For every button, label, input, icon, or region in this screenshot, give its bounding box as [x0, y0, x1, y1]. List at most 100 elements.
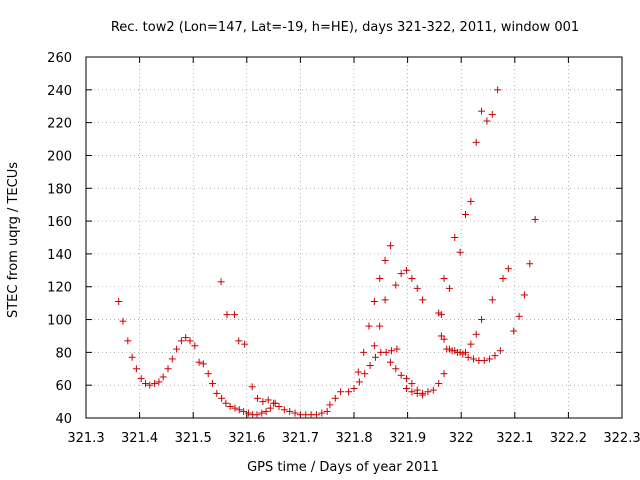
data-point — [241, 340, 249, 348]
data-point — [424, 388, 432, 396]
data-points — [115, 86, 539, 419]
data-point — [419, 391, 427, 399]
data-point — [381, 256, 389, 264]
tick-labels: 321.3 321.4 321.5 321.6 321.7 321.8 321.9 322 32… — [47, 51, 640, 446]
data-point — [435, 380, 443, 388]
data-point — [173, 345, 181, 353]
data-point — [413, 284, 421, 292]
data-point — [270, 399, 278, 407]
data-point — [451, 347, 459, 355]
data-point — [397, 371, 405, 379]
data-point — [186, 337, 194, 345]
y-tick-label: 200 — [47, 149, 72, 164]
data-point — [397, 270, 405, 278]
data-point — [451, 234, 459, 241]
data-point — [478, 316, 486, 324]
data-point — [223, 311, 231, 319]
data-point — [119, 317, 127, 325]
data-point — [128, 353, 136, 361]
data-point — [461, 211, 469, 219]
plot-frame — [85, 56, 623, 419]
data-point — [345, 388, 353, 396]
data-point — [461, 348, 469, 356]
data-point — [526, 260, 534, 268]
x-tick-label: 321.6 — [228, 431, 265, 446]
data-point — [155, 378, 163, 386]
data-point — [403, 375, 411, 383]
y-tick-label: 140 — [47, 248, 72, 263]
data-point — [137, 375, 145, 383]
data-point — [366, 361, 374, 369]
y-tick-label: 220 — [47, 117, 72, 132]
data-point — [408, 388, 416, 396]
data-point — [275, 403, 283, 411]
y-axis-label: STEC from uqrg / TECUs — [6, 162, 21, 318]
data-point — [488, 296, 496, 304]
data-point — [496, 347, 504, 355]
y-tick-label: 100 — [47, 314, 72, 329]
data-point — [280, 406, 288, 414]
x-tick-label: 321.9 — [389, 431, 426, 446]
data-point — [132, 365, 140, 373]
data-point — [326, 401, 334, 409]
data-point — [244, 409, 252, 417]
data-point — [370, 342, 378, 350]
x-tick-label: 321.8 — [335, 431, 372, 446]
grid-lines — [86, 57, 622, 418]
data-point — [361, 370, 369, 378]
data-point — [376, 322, 384, 330]
data-point — [235, 406, 243, 414]
data-point — [472, 138, 480, 146]
data-point — [440, 275, 448, 283]
data-point — [240, 407, 248, 415]
data-point — [266, 404, 274, 412]
data-point — [115, 297, 123, 305]
data-point — [520, 291, 528, 299]
data-point — [440, 370, 448, 378]
x-axis-label: GPS time / Days of year 2011 — [247, 460, 439, 475]
y-tick-label: 120 — [47, 281, 72, 296]
data-point — [235, 337, 243, 345]
data-point — [464, 353, 472, 361]
data-point — [159, 373, 167, 381]
data-point — [488, 110, 496, 118]
data-point — [472, 330, 480, 338]
data-point — [231, 404, 239, 412]
data-point — [386, 242, 394, 250]
x-tick-label: 321.5 — [175, 431, 212, 446]
data-point — [408, 380, 416, 388]
data-point — [286, 407, 294, 415]
y-tick-label: 60 — [55, 379, 72, 394]
data-point — [226, 403, 234, 411]
data-point — [483, 117, 491, 125]
data-point — [388, 347, 396, 355]
data-point — [371, 353, 379, 361]
data-point — [408, 275, 416, 283]
data-point — [456, 248, 464, 256]
data-point — [264, 396, 272, 404]
data-point — [168, 355, 176, 363]
data-point — [510, 327, 518, 335]
x-tick-label: 322 — [449, 431, 474, 446]
data-point — [258, 409, 266, 417]
data-point — [191, 342, 199, 350]
data-point — [393, 345, 401, 353]
data-point — [253, 411, 261, 419]
x-tick-label: 321.4 — [121, 431, 158, 446]
data-point — [480, 357, 488, 365]
data-point — [365, 322, 373, 330]
data-point — [254, 394, 262, 402]
data-point — [478, 107, 486, 115]
data-point — [392, 365, 400, 373]
data-point — [467, 340, 475, 348]
y-tick-label: 260 — [47, 51, 72, 66]
x-tick-label: 322.3 — [603, 431, 640, 446]
data-point — [213, 389, 221, 397]
y-tick-label: 40 — [55, 412, 72, 427]
data-point — [355, 378, 363, 386]
data-point — [222, 399, 230, 407]
data-point — [312, 411, 320, 419]
data-point — [141, 380, 149, 388]
axes — [85, 56, 623, 419]
